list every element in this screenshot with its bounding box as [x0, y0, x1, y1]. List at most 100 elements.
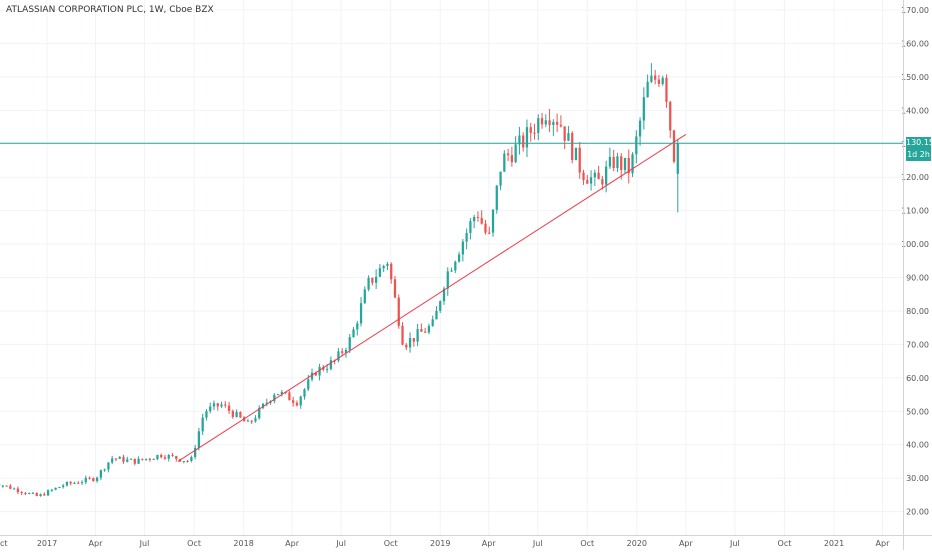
candle-body	[379, 268, 381, 277]
candle-body	[447, 271, 449, 288]
candle-body	[341, 351, 343, 353]
candle-body	[232, 411, 234, 417]
candle-body	[492, 210, 494, 233]
candle-body	[330, 360, 332, 369]
candle-body	[435, 311, 437, 320]
y-tick-label: 70.00	[906, 340, 929, 349]
candle-body	[251, 421, 253, 422]
candle-body	[300, 397, 302, 406]
candle-body	[292, 400, 294, 403]
x-tick-label: Jul	[729, 539, 740, 548]
candle-body	[522, 136, 524, 148]
candle-body	[205, 411, 207, 418]
candle-body	[303, 389, 305, 396]
candle-body	[616, 156, 618, 168]
candle-body	[367, 278, 369, 290]
y-tick-label: 20.00	[906, 508, 929, 517]
candle-body	[658, 80, 660, 84]
candle-body	[601, 179, 603, 184]
candle-body	[401, 326, 403, 345]
candle-body	[571, 133, 573, 160]
candle-body	[360, 303, 362, 323]
candle-body	[254, 418, 256, 421]
candle-body	[352, 329, 354, 337]
candle-body	[458, 254, 460, 261]
candle-body	[153, 459, 155, 460]
x-tick-label: Apr	[876, 539, 891, 548]
candle-body	[141, 459, 143, 460]
x-tick-label: Oct	[187, 539, 201, 548]
candle-body	[326, 369, 328, 370]
x-tick-label: Oct	[580, 539, 594, 548]
candle-body	[477, 217, 479, 218]
y-tick-label: 120.00	[901, 173, 929, 182]
candle-body	[481, 218, 483, 224]
candle-body	[217, 403, 219, 406]
x-tick-label: Apr	[679, 539, 694, 548]
x-tick-label: Apr	[482, 539, 497, 548]
candle-body	[58, 487, 60, 488]
candle-body	[375, 277, 377, 283]
candle-body	[51, 490, 53, 491]
candle-body	[115, 458, 117, 459]
candle-body	[104, 470, 106, 471]
y-tick-label: 90.00	[906, 274, 929, 283]
candle-body	[47, 490, 49, 495]
candle-body	[296, 403, 298, 406]
candle-body	[394, 279, 396, 297]
bar-countdown-badge: 1d 2h	[906, 149, 931, 161]
x-tick-label: 2021	[824, 539, 844, 548]
candle-body	[677, 143, 679, 174]
candle-body	[650, 75, 652, 81]
y-tick-label: 160.00	[901, 39, 929, 48]
candle-body	[383, 266, 385, 268]
candle-body	[432, 319, 434, 326]
candle-body	[533, 133, 535, 134]
candle-body	[126, 459, 128, 461]
candle-body	[186, 461, 188, 462]
x-tick-label: ct	[0, 539, 8, 548]
candle-body	[386, 264, 388, 266]
candle-body	[635, 136, 637, 154]
candle-body	[134, 459, 136, 464]
candle-body	[70, 482, 72, 483]
candle-body	[137, 459, 139, 464]
candle-body	[530, 127, 532, 133]
candle-body	[224, 405, 226, 406]
candle-body	[107, 462, 109, 469]
x-tick-label: Jul	[532, 539, 543, 548]
candle-body	[119, 457, 121, 459]
candle-body	[171, 455, 173, 456]
candle-body	[235, 412, 237, 417]
candle-body	[239, 412, 241, 417]
candle-body	[643, 97, 645, 120]
x-tick-label: Apr	[285, 539, 300, 548]
candle-body	[564, 126, 566, 140]
candle-body	[631, 154, 633, 173]
candle-body	[81, 482, 83, 483]
candle-body	[669, 102, 671, 131]
candle-body	[111, 458, 113, 462]
candle-body	[168, 455, 170, 459]
candle-body	[198, 431, 200, 448]
candle-body	[100, 470, 102, 477]
candle-body	[349, 337, 351, 350]
x-tick-label: Oct	[778, 539, 792, 548]
candle-body	[462, 242, 464, 255]
candle-body	[32, 493, 34, 494]
candle-body	[145, 459, 147, 460]
candle-body	[130, 459, 132, 460]
y-tick-label: 140.00	[901, 106, 929, 115]
x-tick-label: 2017	[37, 539, 57, 548]
candle-body	[77, 483, 79, 484]
candle-body	[654, 75, 656, 79]
y-tick-label: 110.00	[901, 207, 929, 216]
candle-body	[420, 329, 422, 332]
candle-body	[5, 486, 7, 487]
candle-body	[639, 121, 641, 137]
candle-body	[160, 455, 162, 457]
candle-body	[413, 338, 415, 342]
candle-body	[277, 394, 279, 395]
candle-body	[149, 459, 151, 460]
